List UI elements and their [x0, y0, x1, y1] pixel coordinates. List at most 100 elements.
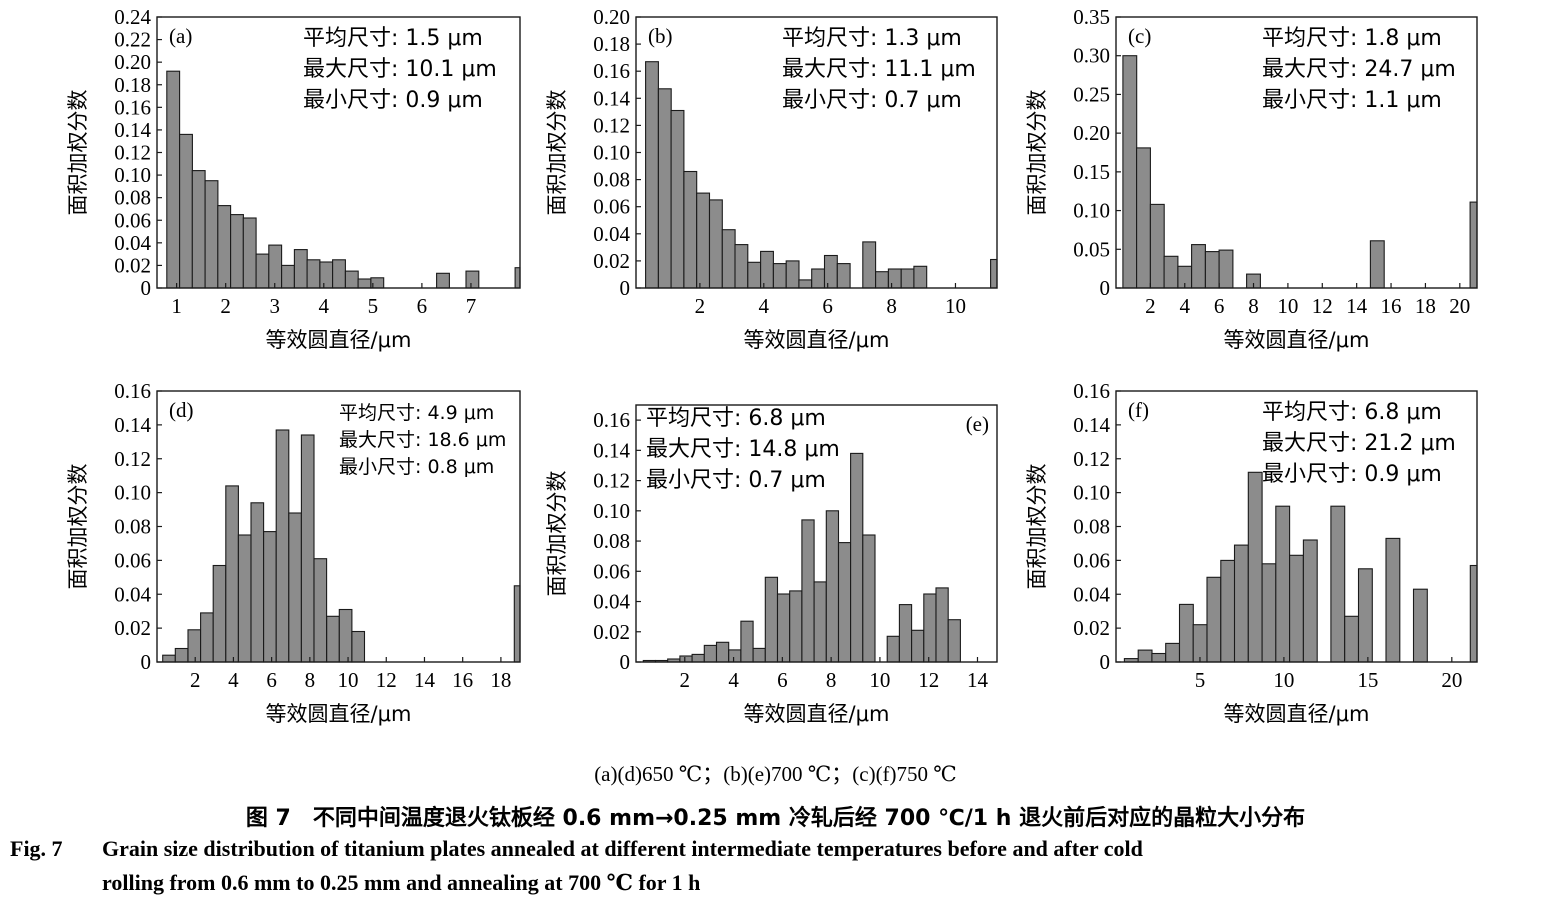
statistic-annotation: 平均尺寸: 6.8 μm — [646, 406, 826, 431]
histogram-bar — [696, 192, 711, 289]
y-tick-label: 0 — [1100, 650, 1111, 674]
y-tick-label: 0.02 — [114, 616, 151, 640]
histogram-bar — [187, 629, 202, 663]
figure-caption-chinese: 图 7 不同中间温度退火钛板经 0.6 mm→0.25 mm 冷轧后经 700 … — [245, 806, 1306, 831]
y-axis-label: 面积加权分数 — [66, 90, 90, 216]
y-tick-label: 0.06 — [593, 559, 630, 583]
y-tick-label: 0.16 — [114, 379, 151, 403]
y-tick-label: 0.06 — [593, 195, 630, 219]
histogram-bar — [1357, 568, 1373, 663]
x-tick-label: 20 — [1449, 294, 1470, 318]
statistic-annotation: 最大尺寸: 18.6 μm — [339, 429, 506, 451]
x-tick-label: 5 — [1195, 668, 1206, 692]
y-tick-label: 0.20 — [593, 5, 630, 29]
statistic-annotation: 平均尺寸: 1.8 μm — [1262, 26, 1442, 51]
histogram-bar — [990, 258, 998, 289]
histogram-bar — [862, 534, 876, 663]
histogram-bar — [923, 593, 937, 663]
histogram-bar — [837, 542, 852, 663]
chart-panel-d: 0 0.02 0.04 0.06 0.08 0.10 0.12 0.14 0.16 2 4 6 8 10 1… — [66, 379, 521, 726]
y-tick-label: 0 — [141, 650, 152, 674]
x-tick-label: 4 — [228, 668, 239, 692]
histogram-bar — [911, 629, 925, 663]
y-tick-label: 0 — [620, 650, 631, 674]
histogram-bar — [683, 170, 698, 289]
plot-frame — [1115, 16, 1478, 289]
histogram-bar — [836, 263, 851, 289]
y-tick-label: 0.04 — [1073, 582, 1110, 606]
x-tick-label: 10 — [338, 668, 359, 692]
x-tick-label: 18 — [1415, 294, 1436, 318]
histogram-bar — [436, 272, 450, 289]
y-tick-label: 0.02 — [593, 620, 630, 644]
y-axis-label: 面积加权分数 — [1025, 90, 1049, 216]
x-tick-label: 14 — [1346, 294, 1368, 318]
panel-label: (d) — [169, 398, 194, 422]
x-tick-label: 2 — [695, 294, 706, 318]
x-tick-label: 2 — [190, 668, 201, 692]
x-tick-label: 10 — [1273, 668, 1294, 692]
x-tick-label: 6 — [417, 294, 428, 318]
x-tick-label: 2 — [220, 294, 231, 318]
histogram-bar — [1469, 564, 1478, 663]
histogram-bar — [785, 260, 800, 289]
histogram-bar — [1344, 615, 1360, 663]
y-tick-label: 0 — [1100, 276, 1111, 300]
y-tick-label: 0.08 — [593, 529, 630, 553]
x-axis-label: 等效圆直径/μm — [266, 328, 412, 352]
x-tick-label: 18 — [490, 668, 511, 692]
figure-number-label: Fig. 7 — [10, 836, 63, 861]
x-tick-label: 1 — [171, 294, 182, 318]
y-tick-label: 0.16 — [593, 59, 630, 83]
y-tick-label: 0.15 — [1073, 160, 1110, 184]
histogram-bar — [789, 590, 803, 663]
y-tick-label: 0.06 — [1073, 548, 1110, 572]
histogram-bar — [281, 264, 295, 289]
histogram-bar — [1204, 251, 1220, 289]
y-axis-label: 面积加权分数 — [1025, 464, 1049, 590]
y-tick-label: 0.10 — [593, 499, 630, 523]
y-tick-label: 0.10 — [114, 481, 151, 505]
statistic-annotation: 最小尺寸: 1.1 μm — [1262, 88, 1442, 113]
histogram-bar — [242, 217, 257, 289]
x-tick-label: 12 — [376, 668, 397, 692]
y-tick-label: 0.16 — [1073, 379, 1110, 403]
histogram-bar — [862, 241, 877, 289]
y-tick-label: 0 — [620, 276, 631, 300]
histogram-bar — [1136, 147, 1151, 289]
figure-caption-english-text: Grain size distribution of titanium plat… — [102, 836, 1143, 861]
histogram-bar — [679, 655, 693, 663]
y-tick-label: 0.18 — [593, 32, 630, 56]
y-tick-label: 0.06 — [114, 548, 151, 572]
y-tick-label: 0.12 — [593, 113, 630, 137]
statistic-annotation: 最小尺寸: 0.7 μm — [646, 468, 826, 493]
statistic-annotation: 最大尺寸: 14.8 μm — [646, 437, 840, 462]
histogram-bar — [1369, 240, 1385, 289]
y-tick-label: 0.10 — [1073, 481, 1110, 505]
x-tick-label: 4 — [759, 294, 770, 318]
x-tick-label: 5 — [368, 294, 379, 318]
y-tick-label: 0.16 — [114, 95, 151, 119]
x-tick-label: 14 — [967, 668, 989, 692]
histogram-bar — [1330, 505, 1346, 663]
x-tick-label: 4 — [728, 668, 739, 692]
y-tick-label: 0.02 — [593, 249, 630, 273]
histogram-bar — [212, 564, 227, 663]
y-tick-label: 0.14 — [593, 86, 630, 110]
y-tick-label: 0.08 — [114, 186, 151, 210]
x-tick-label: 10 — [945, 294, 966, 318]
panel-label: (a) — [169, 24, 192, 48]
chart-panel-e: 0 0.02 0.04 0.06 0.08 0.10 0.12 0.14 0.16 2 4 6 8 10 1… — [545, 404, 998, 726]
histogram-bar — [332, 259, 346, 289]
histogram-bar — [1137, 649, 1153, 663]
x-axis-label: 等效圆直径/μm — [744, 702, 890, 726]
plot-frame — [635, 404, 998, 663]
histogram-bar — [886, 635, 900, 663]
histogram-bar — [217, 205, 232, 289]
histogram-bar — [191, 170, 206, 289]
histogram-bar — [344, 270, 359, 289]
histogram-bar — [1233, 544, 1249, 663]
histogram-bar — [772, 263, 787, 289]
histogram-bar — [465, 270, 480, 289]
statistic-annotation: 最小尺寸: 0.7 μm — [782, 88, 962, 113]
